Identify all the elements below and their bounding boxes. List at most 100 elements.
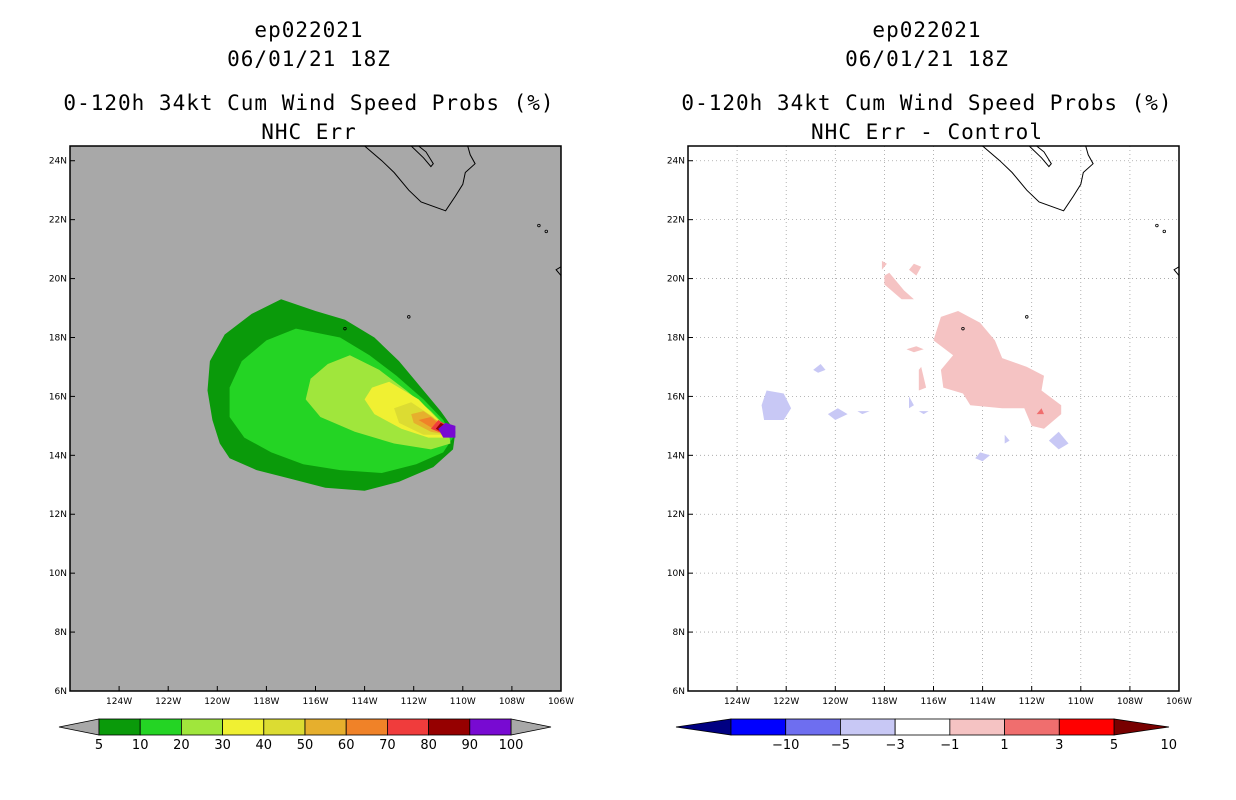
x-tick-label: 108W bbox=[499, 697, 525, 707]
prob-contour--3 bbox=[761, 390, 792, 420]
colorbar-swatch bbox=[785, 718, 841, 736]
island-icon bbox=[343, 326, 347, 331]
x-tick-label: 106W bbox=[548, 697, 574, 707]
x-tick-label: 120W bbox=[822, 697, 848, 707]
x-tick-label: 110W bbox=[1068, 697, 1094, 707]
x-tick-label: 112W bbox=[401, 697, 427, 707]
y-tick-label: 22N bbox=[49, 216, 67, 226]
y-tick-label: 6N bbox=[55, 687, 67, 697]
x-tick-label: 120W bbox=[204, 697, 230, 707]
x-tick-label: 122W bbox=[773, 697, 799, 707]
colorbar-label: 90 bbox=[462, 738, 479, 753]
y-tick-label: 18N bbox=[667, 333, 685, 343]
y-tick-label: 18N bbox=[49, 333, 67, 343]
prob-contour-3 bbox=[1036, 408, 1044, 415]
island-icon bbox=[537, 223, 541, 228]
colorbar-swatch bbox=[730, 718, 787, 736]
colorbar-label: −5 bbox=[831, 738, 850, 753]
map-plot-area bbox=[207, 146, 561, 491]
colorbar-swatch bbox=[222, 718, 265, 736]
colorbar-label: 5 bbox=[1110, 738, 1118, 753]
colorbar-label: 10 bbox=[1160, 738, 1177, 753]
island-icon bbox=[1155, 223, 1159, 228]
chart-subtitle: NHC Err - Control bbox=[811, 120, 1043, 144]
y-tick-label: 16N bbox=[49, 392, 67, 402]
y-tick-label: 10N bbox=[667, 569, 685, 579]
colorbar-left-arrow bbox=[58, 718, 100, 736]
x-tick-label: 116W bbox=[920, 697, 946, 707]
chart-storm-id: ep022021 bbox=[872, 18, 982, 42]
colorbar-swatch bbox=[894, 718, 951, 736]
colorbar-swatch bbox=[386, 718, 429, 736]
x-tick-label: 124W bbox=[106, 697, 132, 707]
colorbar-swatch bbox=[840, 718, 896, 736]
prob-contour--3 bbox=[918, 411, 929, 415]
colorbar-label: 50 bbox=[297, 738, 314, 753]
x-tick-label: 122W bbox=[155, 697, 181, 707]
mainland-coast bbox=[555, 266, 561, 276]
coastline bbox=[364, 146, 476, 212]
colorbar-label: 70 bbox=[379, 738, 396, 753]
colorbar-swatch bbox=[949, 718, 1005, 736]
chart-subtitle: NHC Err bbox=[261, 120, 357, 144]
y-tick-label: 14N bbox=[49, 451, 67, 461]
prob-contour-1 bbox=[906, 346, 924, 353]
right-chart-panel: ep022021 06/01/21 18Z 0-120h 34kt Cum Wi… bbox=[618, 0, 1236, 800]
island-icon bbox=[1162, 229, 1166, 234]
colorbar-swatch bbox=[180, 718, 223, 736]
x-tick-label: 112W bbox=[1019, 697, 1045, 707]
prob-contour--3 bbox=[1004, 434, 1010, 444]
colorbar-label: 80 bbox=[420, 738, 437, 753]
prob-contour--3 bbox=[909, 396, 914, 409]
prob-contour-1 bbox=[881, 260, 887, 270]
y-tick-label: 8N bbox=[673, 628, 685, 638]
prob-contour-1 bbox=[909, 263, 922, 276]
prob-contour--3 bbox=[857, 411, 870, 415]
island-icon bbox=[1025, 315, 1029, 319]
colorbar-label: −3 bbox=[886, 738, 905, 753]
x-tick-label: 106W bbox=[1166, 697, 1192, 707]
prob-contour-90 bbox=[438, 422, 456, 438]
chart-storm-id: ep022021 bbox=[254, 18, 364, 42]
wind-prob-diff-map: 124W 122W 120W 118W 116W 114W 112W 110W 108W 106W… bbox=[667, 145, 1192, 753]
chart-title: 0-120h 34kt Cum Wind Speed Probs (%) bbox=[63, 91, 555, 115]
colorbar-label: 60 bbox=[338, 738, 355, 753]
colorbar-label: 5 bbox=[95, 738, 103, 753]
x-tick-label: 118W bbox=[253, 697, 279, 707]
x-tick-label: 116W bbox=[302, 697, 328, 707]
colorbar-label: 100 bbox=[499, 738, 524, 753]
island-icon bbox=[961, 326, 965, 331]
x-tick-label: 118W bbox=[871, 697, 897, 707]
colorbar-label: 30 bbox=[214, 738, 231, 753]
y-tick-label: 6N bbox=[673, 687, 685, 697]
prob-contour--3 bbox=[827, 408, 848, 420]
left-chart-panel: ep022021 06/01/21 18Z 0-120h 34kt Cum Wi… bbox=[49, 18, 574, 753]
colorbar-swatch bbox=[98, 718, 141, 736]
x-tick-label: 108W bbox=[1117, 697, 1143, 707]
y-tick-label: 16N bbox=[667, 392, 685, 402]
colorbar-label: 1 bbox=[1000, 738, 1008, 753]
y-tick-label: 10N bbox=[49, 569, 67, 579]
colorbar-swatch bbox=[1058, 718, 1115, 736]
prob-contour-1 bbox=[918, 366, 927, 391]
chart-title: 0-120h 34kt Cum Wind Speed Probs (%) bbox=[681, 91, 1173, 115]
prob-contour--3 bbox=[975, 452, 990, 462]
prob-contour--3 bbox=[813, 364, 826, 373]
x-tick-label: 110W bbox=[450, 697, 476, 707]
y-tick-label: 24N bbox=[49, 157, 67, 167]
colorbar-label: 10 bbox=[132, 738, 149, 753]
x-tick-label: 114W bbox=[970, 697, 996, 707]
colorbar-swatch bbox=[345, 718, 388, 736]
island-outline bbox=[410, 146, 434, 168]
colorbar-right-arrow bbox=[1113, 718, 1170, 736]
colorbar-swatch bbox=[1004, 718, 1060, 736]
wind-prob-map: 124W 122W 120W 118W 116W 114W 112W 110W 108W 106W… bbox=[49, 145, 574, 753]
prob-contour-1 bbox=[933, 311, 1062, 429]
y-tick-label: 20N bbox=[667, 275, 685, 285]
colorbar-label: 40 bbox=[256, 738, 273, 753]
island-icon bbox=[544, 229, 548, 234]
chart-date: 06/01/21 18Z bbox=[227, 47, 391, 71]
prob-contour-1 bbox=[884, 272, 914, 300]
colorbar-label: −10 bbox=[772, 738, 799, 753]
mainland-coast bbox=[1173, 266, 1179, 276]
